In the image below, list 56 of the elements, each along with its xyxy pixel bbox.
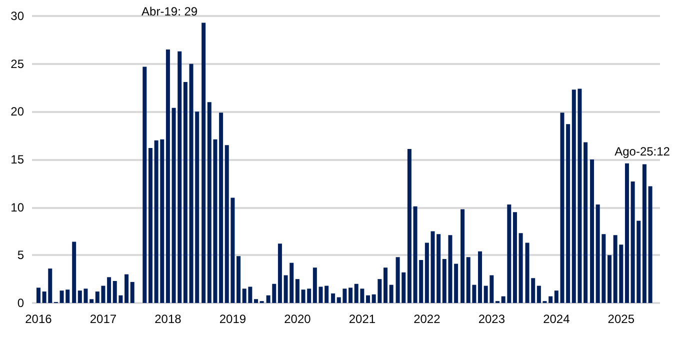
bar: [512, 212, 517, 303]
bar: [254, 299, 258, 303]
bar: [642, 164, 646, 303]
bar: [608, 255, 612, 303]
bar: [648, 186, 652, 303]
x-tick-label: 2025: [608, 312, 635, 326]
bar: [383, 268, 388, 303]
x-tick-label: 2016: [25, 312, 52, 326]
bar: [278, 244, 282, 303]
x-tick-label: 2017: [90, 312, 117, 326]
bar: [389, 284, 394, 303]
x-tick-label: 2019: [219, 312, 246, 326]
bar: [478, 251, 482, 303]
y-tick-label: 5: [17, 248, 24, 262]
y-tick-label: 15: [10, 152, 24, 166]
x-tick-label: 2021: [348, 312, 376, 326]
bar: [518, 233, 523, 303]
bar: [424, 242, 429, 303]
bar: [202, 22, 206, 303]
bar: [348, 288, 353, 303]
y-tick-label: 30: [10, 9, 24, 23]
bar: [142, 66, 147, 303]
x-tick-label: 2024: [543, 312, 570, 326]
bar: [130, 282, 134, 303]
annotation: Abr-19: 29: [142, 4, 198, 19]
bar: [624, 163, 629, 303]
y-tick-label: 0: [17, 296, 24, 310]
bar: [107, 277, 112, 303]
bar: [148, 148, 152, 303]
bar: [584, 142, 588, 303]
bar: [219, 112, 224, 303]
bar: [236, 256, 241, 303]
bar: [183, 82, 188, 303]
bar: [454, 264, 458, 303]
bar: [90, 299, 94, 303]
x-tick-label: 2018: [154, 312, 182, 326]
bar: [536, 286, 541, 303]
bar: [566, 124, 570, 303]
bar: [590, 160, 594, 303]
bar: [36, 288, 40, 303]
annotation: Ago-25:12: [614, 144, 670, 158]
bar: [460, 209, 465, 303]
x-tick-label: 2022: [414, 312, 441, 326]
bar: [407, 148, 412, 303]
bar: [166, 49, 170, 303]
y-tick-label: 25: [10, 56, 24, 71]
x-tick-label: 2023: [478, 312, 506, 326]
x-tick-label: 2020: [284, 312, 312, 326]
bar: [366, 295, 370, 303]
bar: [295, 279, 300, 303]
y-tick-label: 10: [10, 200, 24, 214]
y-tick-label: 20: [10, 104, 24, 119]
bar: [312, 268, 317, 303]
bar: [72, 242, 76, 303]
bar: [124, 274, 129, 303]
bar: [331, 293, 336, 303]
